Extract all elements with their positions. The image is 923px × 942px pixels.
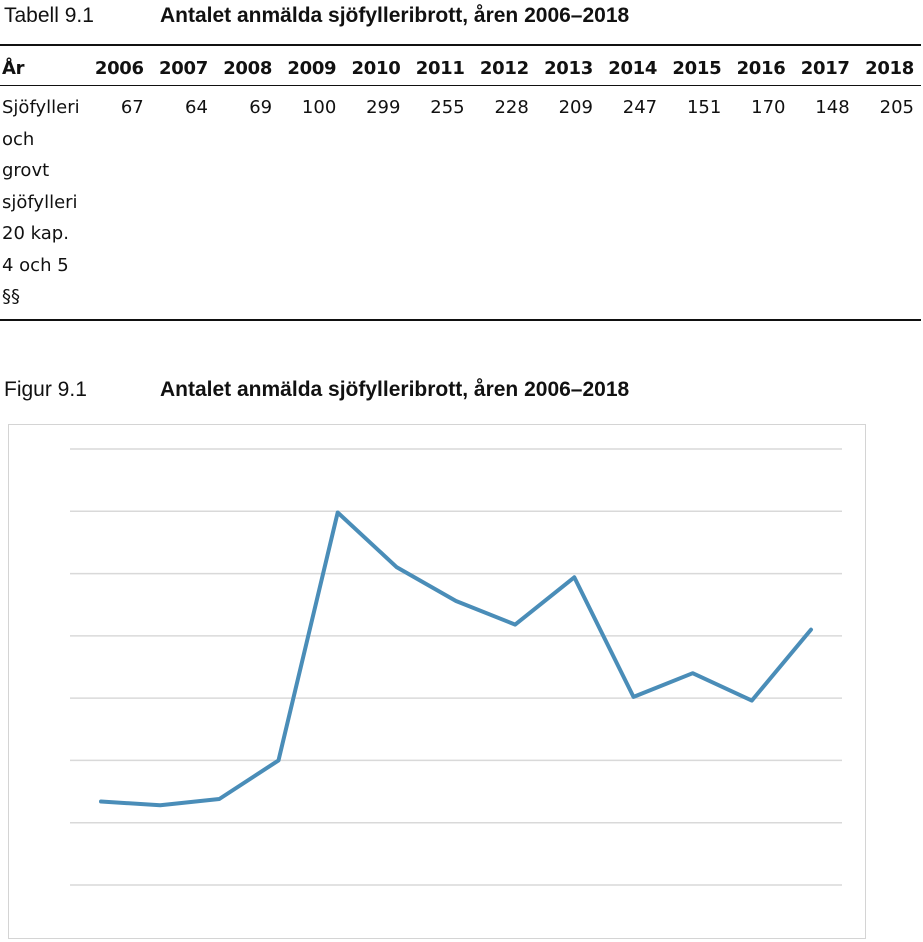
series-line [99, 510, 813, 808]
header-year: 2013 [535, 45, 600, 86]
gridlines [70, 448, 842, 886]
header-year: 2008 [214, 45, 280, 86]
series-group [99, 510, 813, 808]
table-cell: 228 [494, 97, 529, 118]
header-year: 2006 [86, 45, 151, 86]
data-table: År 2006 2007 2008 2009 2010 2011 2012 2013 2014 2… [0, 44, 921, 321]
header-year: 2007 [150, 45, 215, 86]
figure-caption-title: Antalet anmälda sjöfylleribrott, åren 20… [160, 378, 630, 401]
table-cell: 67 [120, 97, 144, 118]
header-year: 2011 [407, 45, 472, 86]
header-year: 2014 [599, 45, 665, 86]
table-cell: 69 [249, 97, 273, 118]
header-year: 2017 [792, 45, 857, 86]
header-year: 2009 [279, 45, 344, 86]
table-cell: 205 [879, 97, 914, 118]
header-year: 2016 [728, 45, 793, 86]
table-row: Sjöfylleri och grovt sjöfylleri 20 kap. … [0, 86, 921, 320]
header-year: 2015 [664, 45, 729, 86]
table-cell: 299 [366, 97, 401, 118]
table-cell: 247 [622, 97, 658, 118]
header-year-label: År [0, 45, 87, 86]
header-year: 2018 [856, 45, 921, 86]
table-cell: 64 [185, 97, 208, 118]
table-cell: 100 [301, 97, 337, 118]
table-cell: 151 [686, 97, 722, 118]
header-year: 2010 [343, 45, 408, 86]
table-header-row: År 2006 2007 2008 2009 2010 2011 2012 2013 2014 2… [0, 45, 921, 86]
table-caption-number: Tabell 9.1 [4, 4, 94, 27]
table-cell: 255 [430, 97, 465, 118]
figure-caption: Figur 9.1 Antalet anmälda sjöfylleribrott… [4, 378, 629, 402]
header-year: 2012 [471, 45, 536, 86]
table-cell: 170 [751, 97, 786, 118]
table-caption: Tabell 9.1 Antalet anmälda sjöfylleribrot… [4, 4, 629, 28]
table-cell: 148 [815, 97, 850, 118]
chart-frame [8, 424, 866, 939]
table-caption-title: Antalet anmälda sjöfylleribrott, åren 20… [160, 4, 630, 27]
figure-caption-number: Figur 9.1 [4, 378, 87, 401]
row-label: Sjöfylleri och grovt sjöfylleri 20 kap. … [2, 97, 80, 307]
table-cell: 209 [558, 97, 593, 118]
